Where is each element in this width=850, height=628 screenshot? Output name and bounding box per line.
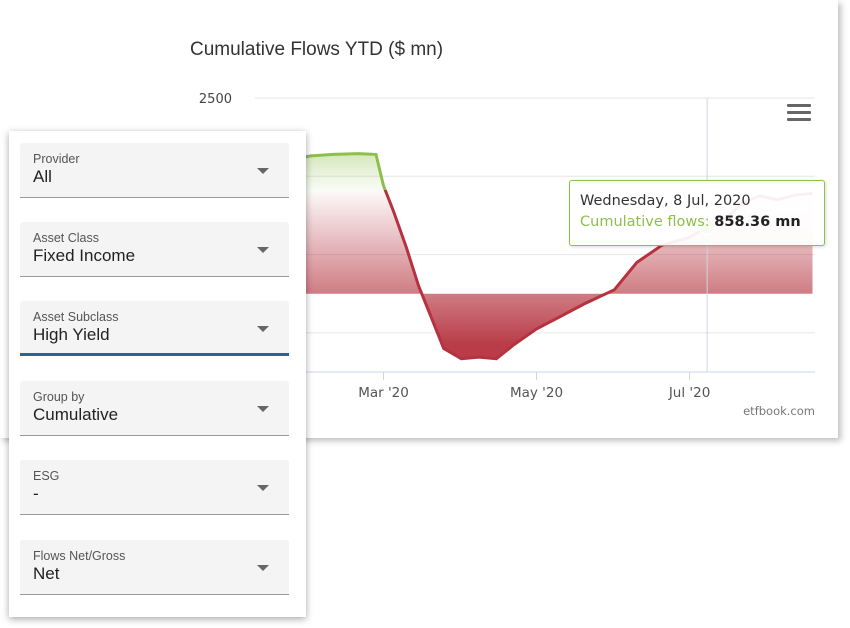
chevron-down-icon — [257, 485, 269, 491]
tooltip-label: Cumulative flows: — [580, 214, 710, 230]
flows-net-gross-select[interactable]: Flows Net/Gross Net — [20, 540, 289, 595]
asset-subclass-select[interactable]: Asset Subclass High Yield — [20, 301, 289, 356]
flows-net-gross-value: Net — [33, 564, 60, 583]
x-tick-label: Mar '20 — [358, 385, 409, 401]
provider-select[interactable]: Provider All — [20, 143, 289, 198]
group-by-label: Group by — [33, 390, 85, 404]
provider-value: All — [33, 167, 52, 186]
x-axis: Mar '20 May '20 Jul '20 — [255, 371, 815, 401]
esg-select[interactable]: ESG - — [20, 460, 289, 515]
group-by-select[interactable]: Group by Cumulative — [20, 381, 289, 436]
group-by-value: Cumulative — [33, 405, 119, 424]
series-line-positive — [267, 152, 387, 190]
chevron-down-icon — [257, 565, 269, 571]
flows-net-gross-label: Flows Net/Gross — [33, 549, 126, 563]
filters-panel: Provider All Asset Class Fixed Income As… — [9, 131, 306, 617]
x-tick-label: May '20 — [510, 385, 563, 401]
hamburger-menu-icon[interactable] — [787, 104, 811, 124]
chart-title: Cumulative Flows YTD ($ mn) — [190, 39, 443, 60]
asset-class-value: Fixed Income — [33, 246, 136, 265]
asset-class-select[interactable]: Asset Class Fixed Income — [20, 222, 289, 277]
esg-label: ESG — [33, 469, 60, 483]
chevron-down-icon — [257, 168, 269, 174]
chevron-down-icon — [257, 247, 269, 253]
chevron-down-icon — [257, 406, 269, 412]
tooltip-value: 858.36 mn — [714, 214, 801, 230]
tooltip-date: Wednesday, 8 Jul, 2020 — [580, 193, 751, 209]
x-tick-label: Jul '20 — [668, 385, 710, 401]
asset-class-label: Asset Class — [33, 231, 99, 245]
asset-subclass-label: Asset Subclass — [33, 310, 119, 324]
chevron-down-icon — [257, 326, 269, 332]
y-tick-label: 2500 — [199, 92, 232, 107]
chart-credit: etfbook.com — [743, 404, 815, 418]
asset-subclass-value: High Yield — [33, 325, 110, 344]
provider-label: Provider — [33, 152, 80, 166]
chart-tooltip: Wednesday, 8 Jul, 2020 Cumulative flows:… — [569, 180, 825, 246]
esg-value: - — [33, 484, 39, 503]
